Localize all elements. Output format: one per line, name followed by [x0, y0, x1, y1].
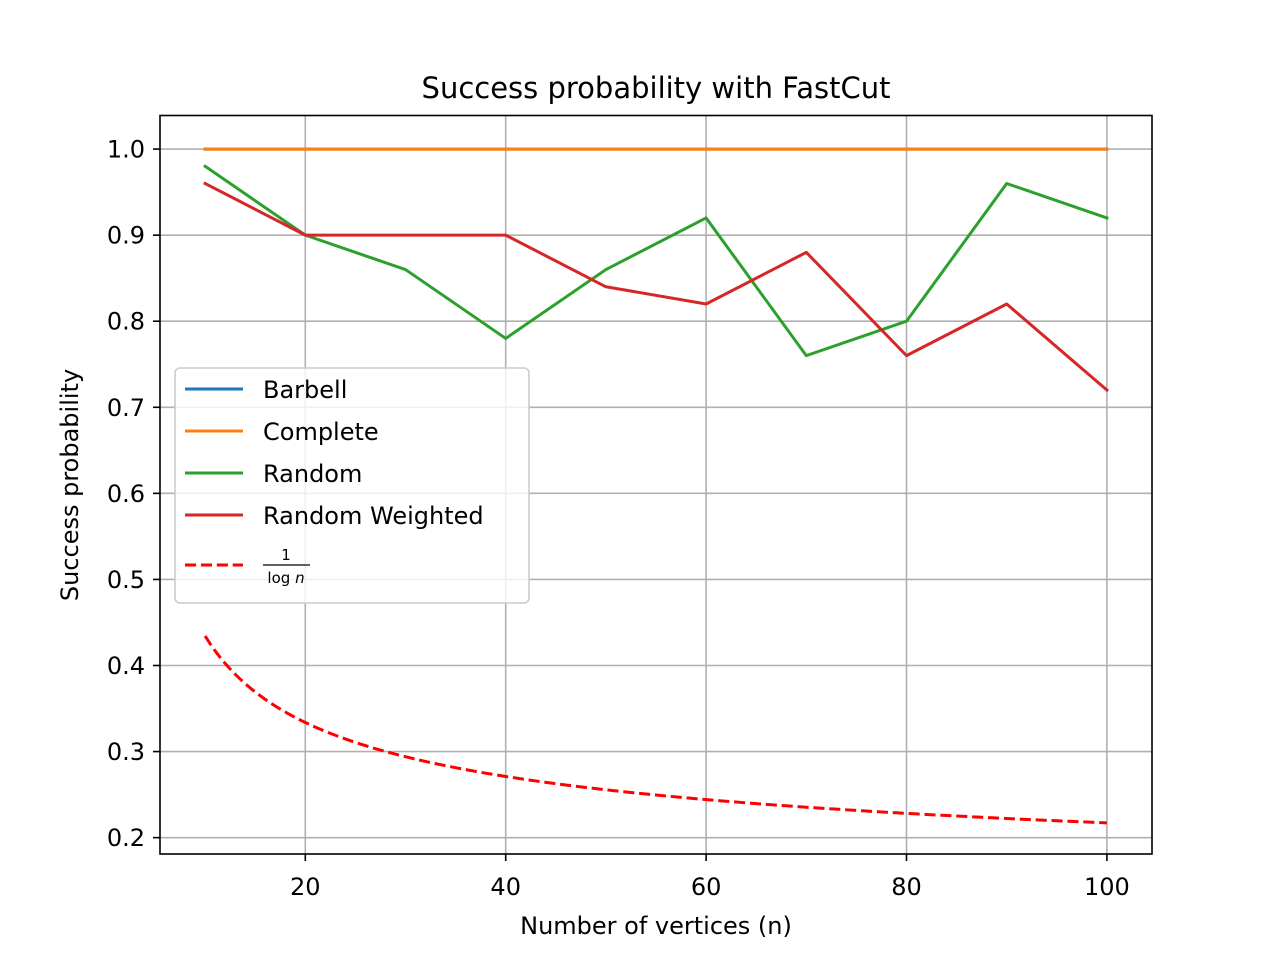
x-tick-label: 20 — [290, 873, 321, 901]
x-tick-label: 40 — [490, 873, 521, 901]
legend-box — [174, 367, 530, 604]
y-tick-label: 1.0 — [107, 136, 145, 164]
y-tick-label: 0.8 — [107, 308, 145, 336]
y-tick-label: 0.4 — [107, 652, 145, 680]
y-axis-label: Success probability — [56, 369, 84, 601]
series-layer — [203, 147, 1110, 825]
legend-fraction-numerator: 1 — [281, 546, 291, 564]
series-line-random-weighted — [203, 181, 1110, 393]
legend-label-complete: Complete — [263, 418, 379, 446]
legend-label-barbell: Barbell — [263, 376, 347, 404]
chart-title: Success probability with FastCut — [422, 71, 891, 105]
x-axis-label: Number of vertices (n) — [520, 912, 792, 940]
legend-label-random-weighted: Random Weighted — [263, 502, 484, 530]
y-tick-label: 0.6 — [107, 480, 145, 508]
y-tick-label: 0.3 — [107, 738, 145, 766]
y-tick-label: 0.5 — [107, 566, 145, 594]
x-tick-label: 80 — [891, 873, 922, 901]
y-tick-label: 0.9 — [107, 222, 145, 250]
series-line-1-log-n — [203, 635, 1107, 825]
plot-frame — [159, 114, 1153, 855]
legend: Barbell Complete Random Random Weighted 1 log… — [174, 367, 530, 604]
x-tick-label: 60 — [691, 873, 722, 901]
legend-label-random: Random — [263, 460, 362, 488]
y-axis: 0.2 0.3 0.4 0.5 0.6 0.7 0.8 0.9 1.0 — [107, 136, 160, 852]
series-line-random — [203, 164, 1109, 358]
y-tick-label: 0.2 — [107, 824, 145, 852]
legend-fraction-denominator: log n — [267, 569, 304, 587]
x-tick-label: 100 — [1084, 873, 1130, 901]
y-tick-label: 0.7 — [107, 394, 145, 422]
x-axis: 20 40 60 80 100 — [290, 854, 1130, 901]
